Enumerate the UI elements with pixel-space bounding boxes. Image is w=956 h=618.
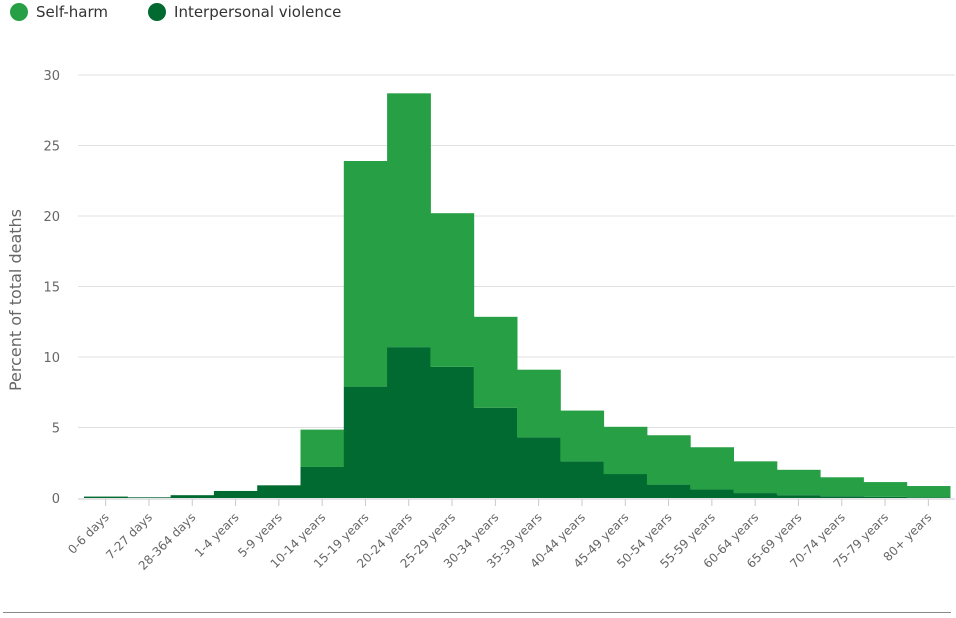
bar-interpersonal-violence[interactable] [646, 484, 691, 498]
bar-self-harm[interactable] [430, 213, 475, 367]
bar-interpersonal-violence[interactable] [820, 496, 864, 498]
bar-self-harm[interactable] [300, 429, 345, 467]
gridlines [78, 74, 955, 500]
y-axis: 0 5 10 15 20 25 30 [43, 69, 60, 507]
bar-self-harm[interactable] [646, 435, 691, 485]
y-tick-label: 30 [43, 69, 60, 84]
bar-interpersonal-violence[interactable] [560, 461, 605, 498]
bar-self-harm[interactable] [343, 161, 388, 387]
bar-self-harm[interactable] [733, 461, 778, 494]
bar-self-harm[interactable] [690, 447, 734, 490]
bar-self-harm[interactable] [387, 93, 431, 348]
bar-interpersonal-violence[interactable] [690, 489, 734, 498]
bar-interpersonal-violence[interactable] [257, 485, 301, 498]
bar-interpersonal-violence[interactable] [776, 495, 821, 498]
bar-interpersonal-violence[interactable] [906, 497, 951, 498]
bar-interpersonal-violence[interactable] [387, 347, 431, 498]
bar-interpersonal-violence[interactable] [127, 497, 172, 498]
bar-self-harm[interactable] [776, 469, 821, 496]
bar-interpersonal-violence[interactable] [300, 466, 345, 498]
bar-interpersonal-violence[interactable] [517, 437, 561, 498]
bar-self-harm[interactable] [473, 316, 518, 408]
bar-self-harm[interactable] [863, 482, 908, 497]
bar-interpersonal-violence[interactable] [170, 495, 215, 498]
legend-label-interpersonal-violence: Interpersonal violence [174, 3, 342, 21]
bar-interpersonal-violence[interactable] [213, 490, 258, 498]
bar-interpersonal-violence[interactable] [603, 474, 648, 498]
bar-interpersonal-violence[interactable] [84, 496, 128, 498]
legend-swatch-interpersonal-violence [148, 3, 167, 21]
legend-item-self-harm[interactable]: Self-harm [10, 3, 108, 21]
legend-label-self-harm: Self-harm [36, 3, 109, 21]
legend-swatch-self-harm [10, 3, 28, 21]
bar-self-harm[interactable] [560, 410, 605, 462]
bar-self-harm[interactable] [906, 486, 951, 498]
bar-self-harm[interactable] [517, 369, 561, 438]
bar-self-harm[interactable] [603, 426, 648, 475]
bar-self-harm[interactable] [820, 477, 864, 497]
y-tick-label: 25 [43, 140, 60, 155]
bar-interpersonal-violence[interactable] [863, 496, 908, 498]
y-tick-label: 20 [43, 210, 60, 225]
bar-interpersonal-violence[interactable] [343, 386, 388, 498]
y-axis-label: Percent of total deaths [6, 209, 25, 391]
bottom-rule [3, 612, 951, 613]
y-tick-label: 10 [43, 351, 60, 366]
x-tick-label: 1-4 years [192, 510, 242, 560]
y-tick-label: 5 [52, 422, 60, 437]
y-tick-label: 15 [43, 281, 60, 296]
bar-interpersonal-violence[interactable] [733, 493, 778, 498]
bars [84, 93, 951, 498]
legend-item-interpersonal-violence[interactable]: Interpersonal violence [148, 3, 341, 21]
y-tick-label: 0 [52, 492, 60, 507]
legend: Self-harm Interpersonal violence [10, 3, 341, 21]
bar-interpersonal-violence[interactable] [473, 407, 518, 498]
bar-interpersonal-violence[interactable] [430, 366, 475, 498]
